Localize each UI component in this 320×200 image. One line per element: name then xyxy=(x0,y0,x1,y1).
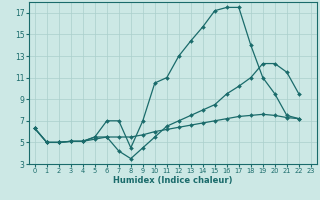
X-axis label: Humidex (Indice chaleur): Humidex (Indice chaleur) xyxy=(113,176,233,185)
